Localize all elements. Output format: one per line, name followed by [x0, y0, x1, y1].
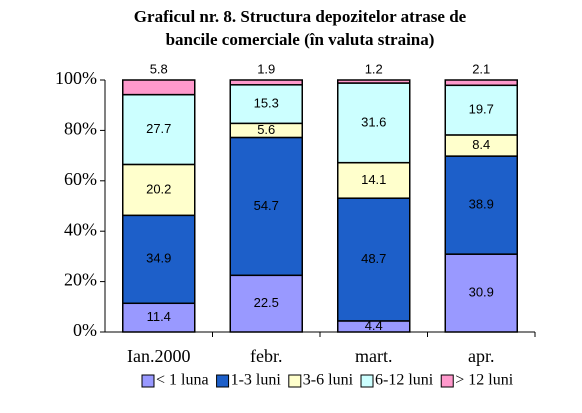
data-label: 5.6 [257, 122, 275, 137]
bar-segment [337, 197, 411, 322]
x-tick-label: apr. [468, 346, 495, 366]
x-tick-label: febr. [250, 346, 282, 366]
data-label: 1.2 [365, 61, 383, 76]
legend-label: 6-12 luni [375, 372, 434, 389]
bar-segment [122, 79, 196, 96]
legend-label: 3-6 luni [303, 372, 354, 389]
data-label: 8.4 [472, 137, 490, 152]
data-label: 54.7 [254, 198, 279, 213]
bar-segment [229, 274, 303, 333]
data-label: 19.7 [469, 102, 494, 117]
x-tick-label: Ian.2000 [127, 346, 190, 366]
data-label: 38.9 [469, 197, 494, 212]
y-tick-label: 0% [73, 320, 97, 340]
chart-title: Graficul nr. 8. Structura depozitelor at… [134, 7, 467, 26]
legend-label: 1-3 luni [231, 372, 282, 389]
bar-segment [444, 79, 518, 87]
y-tick-label: 100% [55, 68, 97, 88]
chart-title: bancile comerciale (în valuta straina) [166, 30, 435, 49]
y-tick-label: 20% [64, 270, 97, 290]
data-label: 48.7 [361, 251, 386, 266]
data-label: 15.3 [254, 96, 279, 111]
data-label: 22.5 [254, 295, 279, 310]
data-label: 14.1 [361, 172, 386, 187]
bar-segment [444, 155, 518, 255]
y-tick-label: 60% [64, 169, 97, 189]
data-label: 27.7 [146, 121, 171, 136]
legend-swatch [288, 374, 302, 388]
legend-label: > 12 luni [455, 372, 513, 389]
data-label: 11.4 [147, 309, 171, 324]
legend-swatch [360, 374, 374, 388]
bar-segment [444, 84, 518, 136]
data-label: 30.9 [469, 285, 494, 300]
x-tick-label: mart. [355, 346, 393, 366]
bar-segment [122, 93, 196, 166]
data-label: 2.1 [472, 61, 490, 76]
legend-label: < 1 luna [156, 372, 209, 389]
bar-segment [229, 79, 303, 86]
data-label: 5.8 [150, 61, 168, 76]
bar-segment [122, 214, 196, 305]
data-label: 31.6 [361, 114, 386, 129]
data-label: 20.2 [146, 181, 171, 196]
data-label: 1.9 [257, 61, 275, 76]
legend-swatch [440, 374, 454, 388]
bar-segment [337, 79, 411, 84]
bar-segment [444, 253, 518, 333]
legend-swatch [141, 374, 155, 388]
y-tick-label: 80% [64, 119, 97, 139]
data-label: 34.9 [146, 251, 171, 266]
y-tick-label: 40% [64, 219, 97, 239]
bar-segment [229, 136, 303, 277]
bar-segment [337, 82, 411, 164]
legend-swatch [216, 374, 230, 388]
